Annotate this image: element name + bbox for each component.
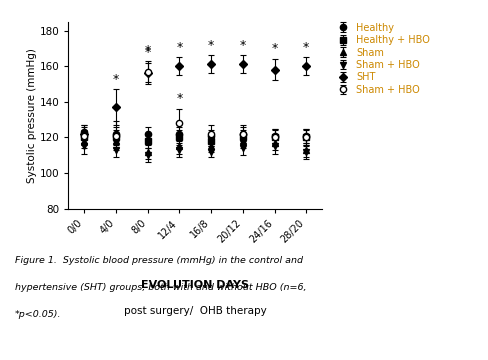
Text: *: * [240,39,246,52]
Text: *: * [208,39,214,52]
Y-axis label: Systolic pressure (mmHg): Systolic pressure (mmHg) [27,48,37,183]
Text: post surgery/  OHB therapy: post surgery/ OHB therapy [124,306,266,316]
Text: *: * [144,46,151,59]
Text: *: * [271,42,278,55]
Text: *: * [176,93,183,105]
Text: *: * [113,73,119,86]
Text: hypertensive (SHT) groups, both with and without HBO (n=6,: hypertensive (SHT) groups, both with and… [15,283,306,292]
Text: *p<0.05).: *p<0.05). [15,310,61,319]
Text: *: * [176,41,183,54]
Text: *: * [303,41,309,54]
Text: Figure 1.  Systolic blood pressure (mmHg) in the control and: Figure 1. Systolic blood pressure (mmHg)… [15,256,303,265]
Text: EVOLUTION DAYS: EVOLUTION DAYS [141,280,249,290]
Legend: Healthy, Healthy + HBO, Sham, Sham + HBO, SHT, Sham + HBO: Healthy, Healthy + HBO, Sham, Sham + HBO… [335,23,430,95]
Text: *: * [144,44,151,57]
